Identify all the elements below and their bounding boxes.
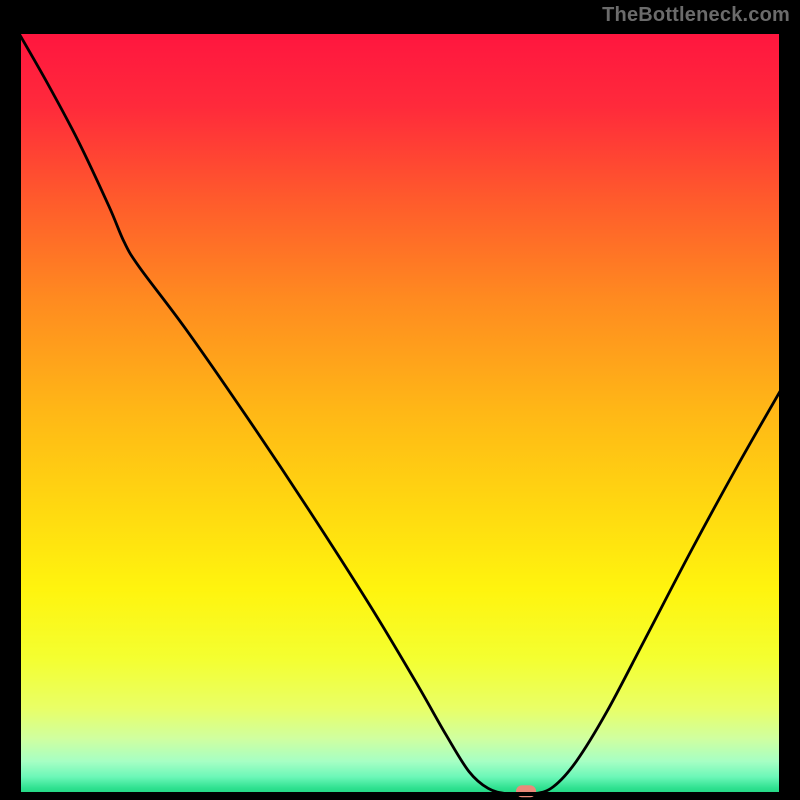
chart-container: TheBottleneck.com	[0, 0, 800, 800]
plot-frame	[17, 30, 783, 796]
optimal-point-marker	[516, 786, 536, 797]
watermark-text: TheBottleneck.com	[602, 4, 790, 27]
bottleneck-curve	[17, 30, 783, 796]
